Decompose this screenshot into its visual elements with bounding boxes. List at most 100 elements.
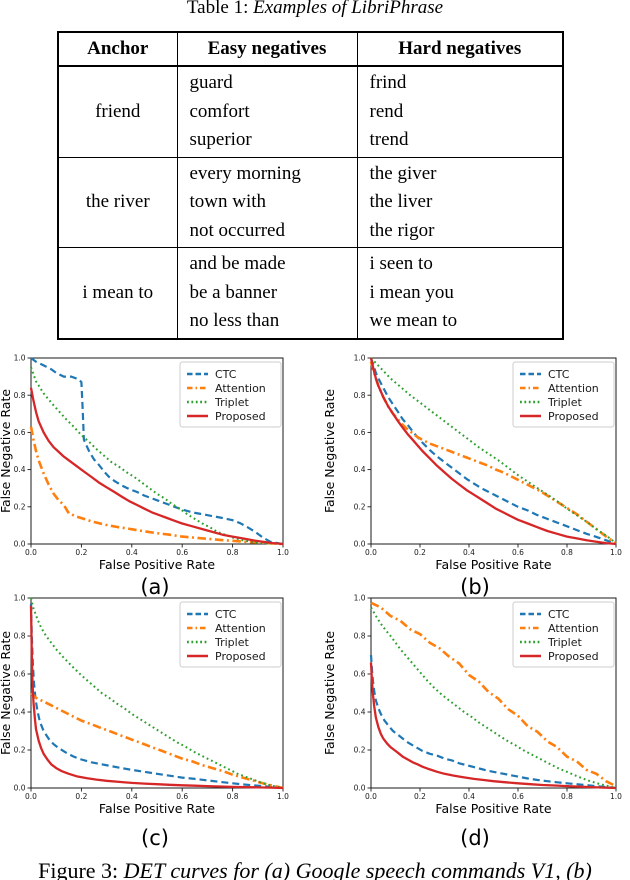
header-hard-negatives: Hard negatives <box>356 31 564 67</box>
x-tick-label: 0.8 <box>227 792 239 801</box>
subplot-caption: (d) <box>460 826 490 850</box>
x-tick-label: 0.4 <box>463 548 475 557</box>
legend-label: Proposed <box>215 650 266 663</box>
det-curve-ctc <box>369 654 617 790</box>
x-tick-label: 1.0 <box>277 548 289 557</box>
x-tick-label: 0.0 <box>25 548 37 557</box>
x-axis-label: False Positive Rate <box>99 801 215 816</box>
det-curve-ctc <box>369 357 617 546</box>
x-axis-label: False Positive Rate <box>99 557 215 572</box>
axes-frame <box>30 357 284 545</box>
easy-negatives-cell: every morning town with not occurred <box>176 156 358 248</box>
legend-label: Attention <box>215 382 266 395</box>
det-curve-proposed <box>369 662 617 790</box>
x-tick-label: 1.0 <box>277 792 289 801</box>
subplot-caption: (b) <box>460 575 490 599</box>
table-row: i mean to and be made be a banner no less… <box>57 247 564 339</box>
legend-label: CTC <box>548 368 570 381</box>
y-tick-label: 0.0 <box>14 540 26 549</box>
header-easy-negatives: Easy negatives <box>176 31 358 67</box>
y-tick-label: 0.6 <box>14 670 26 679</box>
legend-label: Proposed <box>215 410 266 423</box>
det-curve-triplet <box>370 607 617 789</box>
hard-negatives-cell: frind rend trend <box>356 65 564 158</box>
y-tick-label: 0.0 <box>354 540 366 549</box>
table-row: friend guard comfort superior frind rend t… <box>57 65 564 158</box>
table-row: the river every morning town with not occ… <box>57 156 564 248</box>
axes-frame <box>370 357 617 545</box>
legend-label: Attention <box>215 622 266 635</box>
y-tick-label: 0.6 <box>14 428 26 437</box>
legend-box <box>179 361 282 428</box>
libriphrase-table: Anchor Easy negatives Hard negatives fri… <box>57 31 564 340</box>
table-body: friend guard comfort superior frind rend t… <box>57 65 564 339</box>
legend-label: Triplet <box>214 636 249 649</box>
axes-frame <box>370 597 617 789</box>
subplot-caption: (a) <box>140 575 169 599</box>
x-tick-label: 0.2 <box>75 548 87 557</box>
legend-box <box>512 361 615 428</box>
det-curve-attention <box>29 426 284 546</box>
x-tick-label: 0.6 <box>176 792 188 801</box>
det-chart-d: 0.0 0.0 0.2 0.2 0.4 0.4 0.6 0.6 0.8 0.8 1.0 1.0 Fals… <box>320 592 630 865</box>
x-tick-label: 0.0 <box>25 792 37 801</box>
y-tick-label: 0.8 <box>14 391 26 400</box>
y-tick-label: 0.2 <box>14 746 26 755</box>
det-chart-a: 0.0 0.0 0.2 0.2 0.4 0.4 0.6 0.6 0.8 0.8 1.0 1.0 Fals… <box>0 345 310 605</box>
legend-label: Attention <box>548 622 599 635</box>
header-anchor: Anchor <box>57 31 178 67</box>
det-plot-d: 0.00.0 0.2 0.2 0.4 0.4 0.6 0.6 0.8 0.8 1.0 1.0 Fals… <box>322 594 622 850</box>
det-curve-proposed <box>369 357 617 546</box>
det-curve-proposed <box>29 605 284 790</box>
y-tick-label: 0.8 <box>354 632 366 641</box>
y-tick-label: 0.8 <box>354 391 366 400</box>
x-tick-label: 0.0 <box>365 792 377 801</box>
x-tick-label: 0.6 <box>512 548 524 557</box>
det-chart-c: 0.0 0.0 0.2 0.2 0.4 0.4 0.6 0.6 0.8 0.8 1.0 1.0 Fals… <box>0 592 310 865</box>
x-axis-label: False Positive Rate <box>435 801 551 816</box>
legend-label: Attention <box>548 382 599 395</box>
x-tick-label: 0.4 <box>126 792 138 801</box>
y-tick-label: 0.0 <box>14 784 26 793</box>
legend-label: Proposed <box>548 410 599 423</box>
y-tick-label: 0.4 <box>354 708 366 717</box>
x-tick-label: 0.2 <box>414 792 426 801</box>
legend-label: CTC <box>215 368 237 381</box>
figure-caption-italic: DET curves for (a) Google speech command… <box>123 858 592 880</box>
subplot-caption: (c) <box>141 826 169 850</box>
table-header-row: Anchor Easy negatives Hard negatives <box>57 31 564 67</box>
legend-label: Triplet <box>214 396 249 409</box>
y-tick-label: 0.4 <box>354 465 366 474</box>
x-tick-label: 0.6 <box>176 548 188 557</box>
x-axis-label: False Positive Rate <box>435 557 551 572</box>
x-tick-label: 0.4 <box>463 792 475 801</box>
y-axis-label: False Negative Rate <box>322 389 337 513</box>
legend-box <box>179 601 282 668</box>
y-axis-label: False Negative Rate <box>0 389 13 513</box>
easy-negatives-cell: guard comfort superior <box>176 65 358 158</box>
anchor-cell: the river <box>57 156 178 248</box>
legend-label: CTC <box>548 608 570 621</box>
y-tick-label: 1.0 <box>14 594 26 603</box>
easy-negatives-cell: and be made be a banner no less than <box>176 247 358 339</box>
legend-label: Triplet <box>547 396 582 409</box>
legend-label: Proposed <box>548 650 599 663</box>
y-tick-label: 1.0 <box>354 594 366 603</box>
x-tick-label: 0.2 <box>75 792 87 801</box>
y-axis-label: False Negative Rate <box>322 631 337 755</box>
det-curve-attention <box>30 692 284 790</box>
y-tick-label: 0.4 <box>14 465 26 474</box>
hard-negatives-cell: the giver the liver the rigor <box>356 156 564 248</box>
y-tick-label: 0.0 <box>354 784 366 793</box>
x-tick-label: 1.0 <box>610 548 622 557</box>
x-tick-label: 0.0 <box>365 548 377 557</box>
y-tick-label: 0.6 <box>354 670 366 679</box>
y-tick-label: 1.0 <box>14 354 26 363</box>
y-tick-label: 0.4 <box>14 708 26 717</box>
y-tick-label: 0.2 <box>354 502 366 511</box>
det-curve-ctc <box>30 357 284 546</box>
anchor-cell: friend <box>57 65 178 158</box>
det-plot-c: 0.00.0 0.2 0.2 0.4 0.4 0.6 0.6 0.8 0.8 1.0 1.0 Fals… <box>0 594 289 850</box>
det-plot-b: 0.00.0 0.2 0.2 0.4 0.4 0.6 0.6 0.8 0.8 1.0 1.0 Fals… <box>322 354 622 599</box>
